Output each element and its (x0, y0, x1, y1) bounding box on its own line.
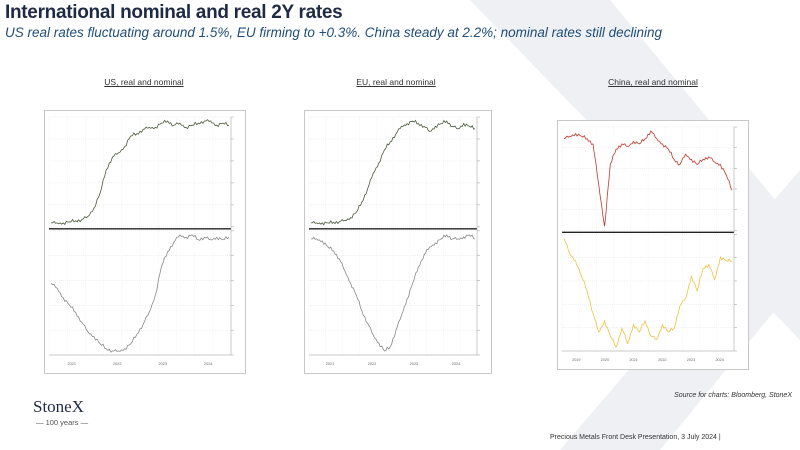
x-tick-label: 2023 (159, 362, 167, 366)
x-tick-label: 2020 (601, 358, 609, 362)
x-tick-label: 2021 (326, 362, 334, 366)
x-tick-label: 2019 (572, 358, 580, 362)
chart-panel-us: 2021 2022 2023 2024 (44, 110, 246, 374)
x-tick-label: 2024 (204, 362, 212, 366)
series-line-lower (311, 234, 476, 352)
chart-svg-eu: 2021 2022 2023 2024 (308, 116, 480, 366)
series-line-upper (311, 119, 476, 226)
page-subtitle: US real rates fluctuating around 1.5%, E… (5, 25, 662, 40)
x-tick-label: 2021 (68, 362, 76, 366)
chart-svg-china: 2019 2020 2021 2022 2023 2024 (561, 126, 737, 362)
page-title: International nominal and real 2Y rates (5, 2, 343, 23)
chart-panel-eu: 2021 2022 2023 2024 (304, 110, 492, 374)
logo-tagline: — 100 years — (36, 418, 89, 427)
chart-title-china: China, real and nominal (608, 77, 698, 87)
chart-panel-china: 2019 2020 2021 2022 2023 2024 (557, 120, 749, 370)
source-note: Source for charts: Bloomberg, StoneX (674, 392, 792, 399)
x-tick-label: 2022 (368, 362, 376, 366)
x-tick-label: 2023 (410, 362, 418, 366)
x-tick-label: 2021 (629, 358, 637, 362)
series-line-upper (563, 130, 733, 227)
chart-svg-us: 2021 2022 2023 2024 (48, 116, 234, 366)
x-tick-label: 2022 (113, 362, 121, 366)
chart-title-us: US, real and nominal (104, 77, 184, 87)
stonex-logo: StoneX (33, 397, 84, 416)
x-tick-label: 2024 (715, 358, 723, 362)
chart-title-eu: EU, real and nominal (356, 77, 436, 87)
footer-text: Precious Metals Front Desk Presentation,… (550, 434, 721, 441)
x-tick-label: 2024 (452, 362, 460, 366)
series-line-lower (50, 234, 230, 353)
series-line-upper (51, 119, 230, 226)
x-tick-label: 2022 (658, 358, 666, 362)
x-tick-label: 2023 (687, 358, 695, 362)
series-line-lower (563, 238, 733, 348)
